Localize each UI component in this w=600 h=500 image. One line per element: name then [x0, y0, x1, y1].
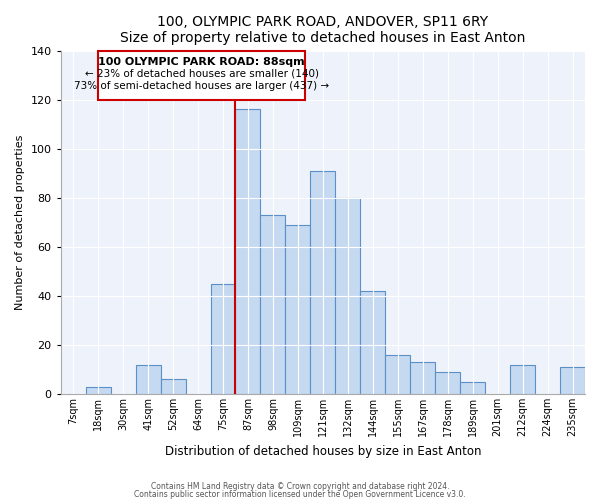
Bar [286, 224, 310, 394]
FancyBboxPatch shape [98, 50, 305, 100]
Text: 100 OLYMPIC PARK ROAD: 88sqm: 100 OLYMPIC PARK ROAD: 88sqm [98, 56, 305, 66]
Bar [211, 284, 235, 394]
Bar [335, 198, 361, 394]
Bar [235, 110, 260, 394]
Bar [510, 364, 535, 394]
Y-axis label: Number of detached properties: Number of detached properties [15, 134, 25, 310]
Bar [161, 380, 185, 394]
Bar [460, 382, 485, 394]
Bar [136, 364, 161, 394]
X-axis label: Distribution of detached houses by size in East Anton: Distribution of detached houses by size … [164, 444, 481, 458]
Text: ← 23% of detached houses are smaller (140): ← 23% of detached houses are smaller (14… [85, 69, 319, 79]
Bar [310, 171, 335, 394]
Bar [410, 362, 435, 394]
Bar [361, 291, 385, 394]
Text: Contains public sector information licensed under the Open Government Licence v3: Contains public sector information licen… [134, 490, 466, 499]
Text: Contains HM Land Registry data © Crown copyright and database right 2024.: Contains HM Land Registry data © Crown c… [151, 482, 449, 491]
Bar [86, 386, 110, 394]
Bar [385, 355, 410, 394]
Bar [560, 367, 585, 394]
Bar [260, 215, 286, 394]
Bar [435, 372, 460, 394]
Title: 100, OLYMPIC PARK ROAD, ANDOVER, SP11 6RY
Size of property relative to detached : 100, OLYMPIC PARK ROAD, ANDOVER, SP11 6R… [120, 15, 526, 45]
Text: 73% of semi-detached houses are larger (437) →: 73% of semi-detached houses are larger (… [74, 81, 329, 91]
